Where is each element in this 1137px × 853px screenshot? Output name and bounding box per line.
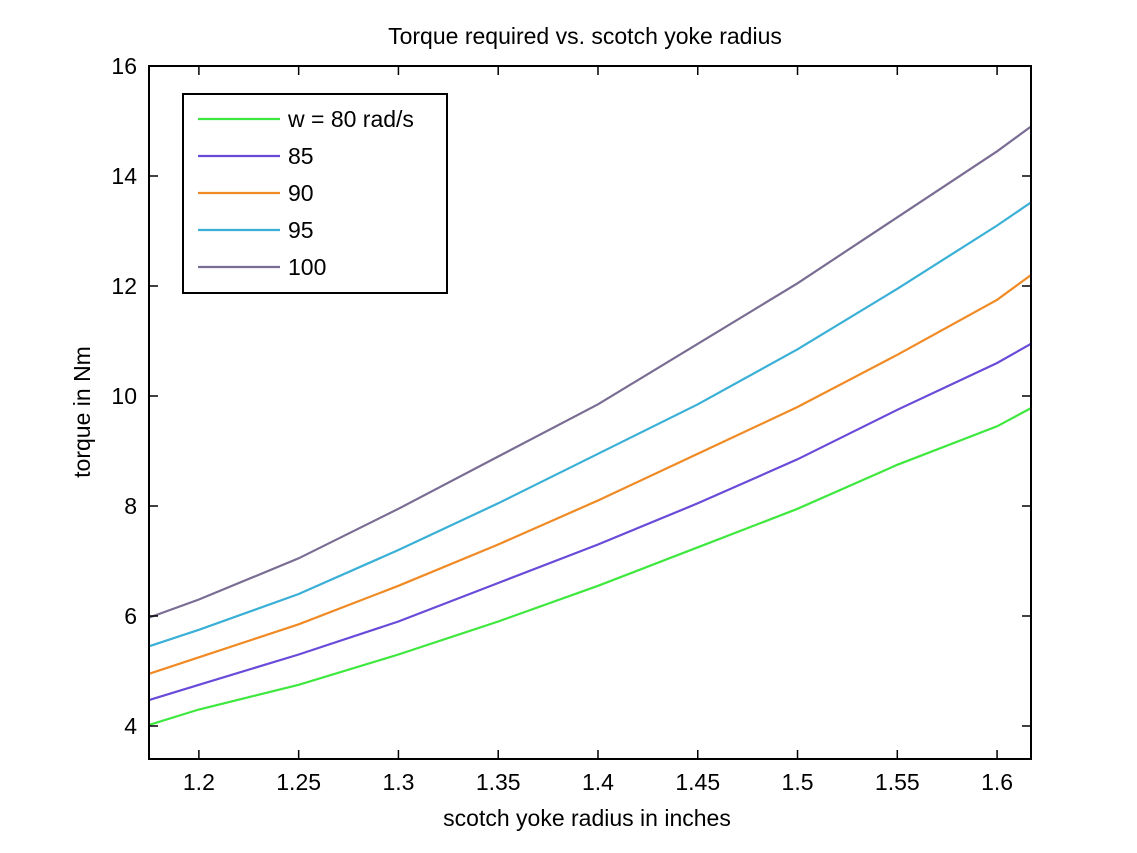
y-axis-label: torque in Nm — [69, 346, 95, 478]
chart-title: Torque required vs. scotch yoke radius — [388, 23, 782, 49]
x-tick-label: 1.5 — [782, 769, 814, 795]
y-tick-label: 16 — [111, 53, 137, 79]
series-line-2 — [148, 342, 1032, 702]
x-tick-label: 1.6 — [981, 769, 1013, 795]
y-tick-label: 4 — [124, 713, 137, 739]
legend-label-1: w = 80 rad/s — [287, 106, 414, 132]
series-line-3 — [148, 274, 1032, 675]
x-tick-label: 1.35 — [476, 769, 521, 795]
y-tick-label: 14 — [111, 163, 137, 189]
series-line-1 — [148, 407, 1032, 726]
legend-label-3: 90 — [288, 180, 314, 206]
series-line-4 — [148, 201, 1032, 648]
legend-items: w = 80 rad/s 85 90 95 100 — [198, 106, 414, 280]
plot-frame — [148, 65, 1032, 760]
x-tick-label: 1.45 — [675, 769, 720, 795]
legend-label-4: 95 — [288, 217, 314, 243]
x-tick-label: 1.4 — [582, 769, 614, 795]
legend-label-5: 100 — [288, 254, 326, 280]
legend-label-2: 85 — [288, 143, 314, 169]
y-tick-label: 6 — [124, 603, 137, 629]
plot-series — [148, 125, 1032, 726]
y-tick-label: 8 — [124, 493, 137, 519]
x-axis-label: scotch yoke radius in inches — [443, 805, 731, 831]
series-line-5 — [148, 125, 1032, 619]
x-tick-label: 1.2 — [183, 769, 215, 795]
x-tick-label: 1.25 — [276, 769, 321, 795]
y-axis-ticks: 4 6 8 10 12 14 16 — [111, 53, 1031, 739]
y-tick-label: 12 — [111, 273, 137, 299]
x-tick-label: 1.55 — [875, 769, 920, 795]
legend: w = 80 rad/s 85 90 95 100 — [182, 93, 448, 294]
x-tick-label: 1.3 — [382, 769, 414, 795]
x-axis-ticks: 1.2 1.25 1.3 1.35 1.4 1.45 1.5 1.55 1.6 — [183, 66, 1013, 795]
y-tick-label: 10 — [111, 383, 137, 409]
